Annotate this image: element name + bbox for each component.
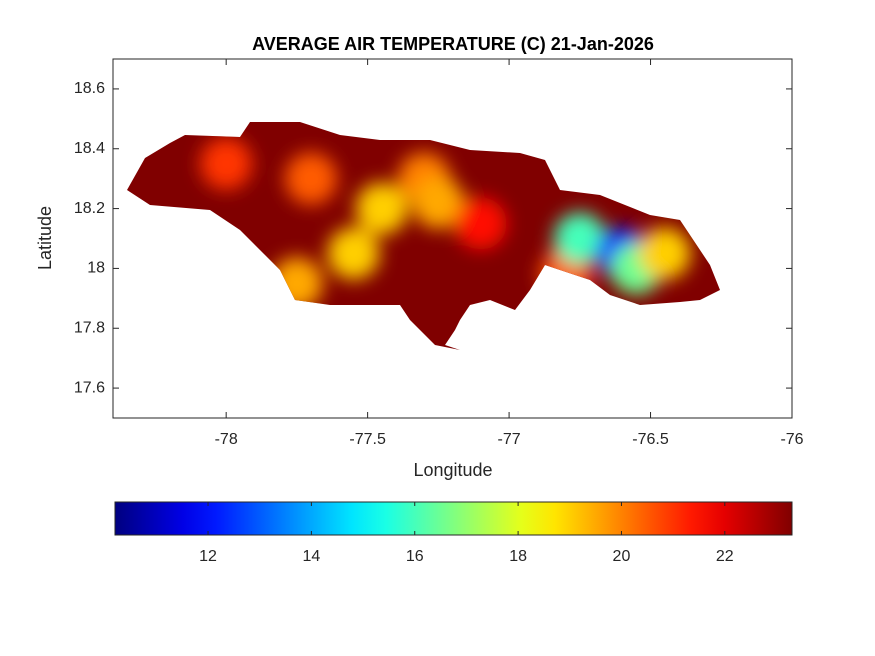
- colorbar-tick-label: 18: [509, 548, 527, 565]
- x-tick-label: -77: [498, 431, 521, 448]
- field-sample: [327, 227, 380, 280]
- colorbar-tick-label: 12: [199, 548, 217, 565]
- field-sample: [200, 137, 253, 190]
- field-sample: [454, 197, 507, 250]
- y-tick-label: 18: [87, 260, 105, 277]
- y-tick-label: 17.8: [74, 319, 105, 336]
- field-sample: [553, 212, 606, 265]
- y-tick-label: 18.6: [74, 80, 105, 97]
- field-sample: [638, 227, 691, 280]
- y-tick-label: 18.2: [74, 200, 105, 217]
- y-tick-label: 18.4: [74, 140, 105, 157]
- x-tick-label: -76: [780, 431, 803, 448]
- y-tick-label: 17.6: [74, 379, 105, 396]
- chart-title: AVERAGE AIR TEMPERATURE (C) 21-Jan-2026: [252, 34, 654, 54]
- colorbar-tick-label: 22: [716, 548, 734, 565]
- field-sample: [412, 176, 465, 229]
- colorbar-tick-label: 14: [302, 548, 320, 565]
- field-sample: [355, 182, 408, 235]
- x-tick-label: -77.5: [349, 431, 386, 448]
- x-axis-label: Longitude: [413, 460, 492, 480]
- x-tick-label: -78: [215, 431, 238, 448]
- colorbar-tick-label: 20: [613, 548, 631, 565]
- x-tick-label: -76.5: [632, 431, 669, 448]
- colorbar: [114, 501, 793, 536]
- colorbar-tick-label: 16: [406, 548, 424, 565]
- y-axis-label: Latitude: [35, 206, 55, 270]
- field-sample: [285, 152, 338, 205]
